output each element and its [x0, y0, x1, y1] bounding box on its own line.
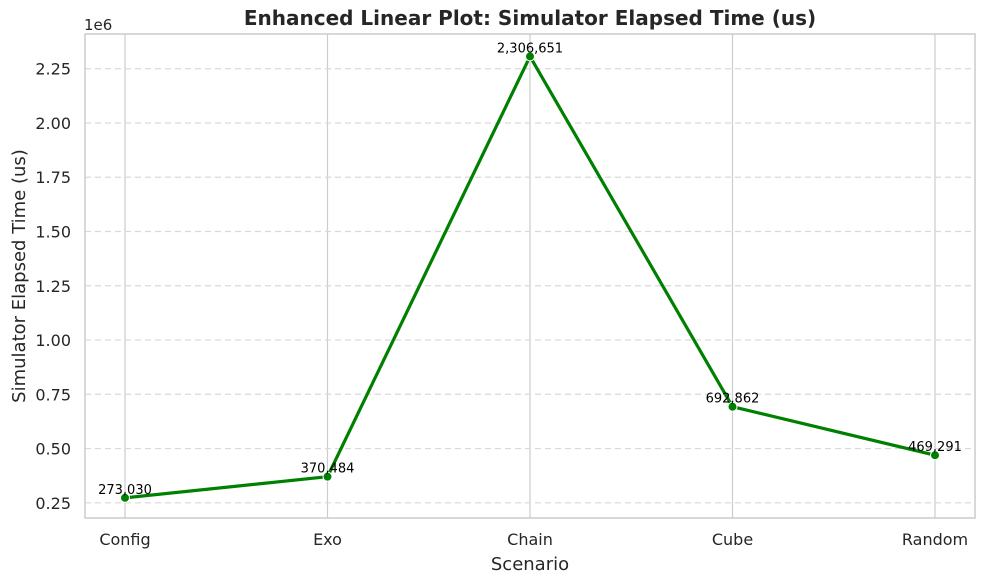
x-tick-label: Config — [99, 530, 150, 549]
grid — [85, 34, 975, 518]
y-tick-label: 1.25 — [35, 277, 71, 296]
x-tick-label: Random — [902, 530, 968, 549]
y-axis-label: Simulator Elapsed Time (us) — [9, 149, 30, 403]
data-point — [120, 492, 130, 503]
data-point — [322, 471, 333, 482]
y-tick-label: 0.50 — [35, 440, 71, 459]
plot-area-frame — [84, 33, 976, 519]
x-tick-label: Cube — [712, 530, 753, 549]
y-tick-label: 0.75 — [35, 385, 71, 404]
data-point — [930, 450, 940, 461]
data-point — [727, 401, 738, 412]
y-tick-label: 2.25 — [35, 60, 71, 79]
series-line-segment — [123, 475, 330, 500]
series-line-segment — [325, 54, 532, 479]
data-label: 273,030 — [98, 483, 152, 498]
series-steps — [120, 51, 940, 503]
chart-title: Enhanced Linear Plot: Simulator Elapsed … — [244, 6, 816, 30]
y-axis-offset-label: 1e6 — [84, 16, 112, 34]
y-tick-label: 1.75 — [35, 168, 71, 187]
x-tick-label: Exo — [313, 530, 342, 549]
data-label: 469,291 — [908, 440, 962, 455]
series-line-segment — [730, 405, 937, 457]
x-axis-label: Scenario — [491, 554, 569, 575]
data-label: 2,306,651 — [497, 41, 563, 56]
y-tick-label: 2.00 — [35, 114, 71, 133]
data-label: 370,484 — [301, 462, 355, 477]
data-labels: 273,030 370,484 2,306,651 692,862 469,291 — [98, 41, 962, 497]
data-point — [525, 51, 535, 62]
y-tick-label: 0.25 — [35, 494, 71, 513]
x-tick-label: Chain — [507, 530, 553, 549]
data-label: 692,862 — [706, 392, 760, 407]
y-tick-label: 1.00 — [35, 331, 71, 350]
series-line-segment — [528, 54, 735, 409]
y-tick-label: 1.50 — [35, 223, 71, 242]
tick-labels: Config Exo Chain Cube Random 0.25 0.50 0.75 1.00… — [35, 60, 968, 549]
